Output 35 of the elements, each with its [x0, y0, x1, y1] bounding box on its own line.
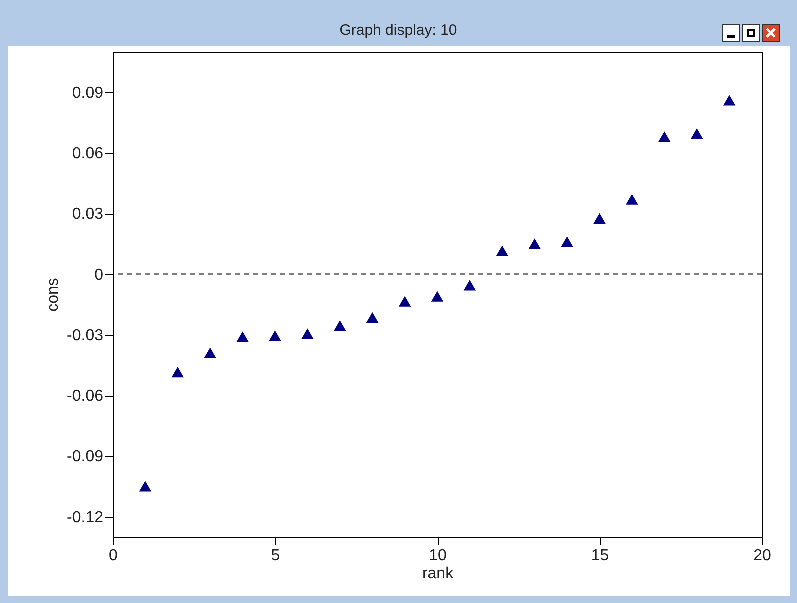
y-tick-label: 0.06: [72, 146, 104, 163]
x-tick-label: 20: [754, 548, 772, 564]
point: [626, 194, 638, 205]
x-axis-title: rank: [422, 566, 455, 582]
point: [172, 367, 184, 378]
point: [561, 236, 574, 248]
y-tick-label: 0.03: [72, 206, 104, 224]
point: [398, 296, 412, 307]
point: [496, 246, 509, 256]
point: [204, 348, 216, 358]
y-tick-label: -0.12: [67, 509, 104, 526]
chart-title: Graph display: 10: [338, 22, 458, 39]
x-tick-label: 5: [271, 548, 280, 564]
y-tick-label: -0.03: [67, 327, 104, 344]
point: [431, 291, 444, 302]
point: [334, 320, 346, 332]
x-tick-label: 10: [429, 548, 447, 564]
point: [366, 312, 379, 324]
point: [464, 280, 476, 291]
point: [269, 330, 282, 342]
point: [690, 128, 704, 140]
y-tick-label: -0.06: [67, 388, 104, 406]
y-tick-label: -0.09: [67, 448, 104, 466]
y-axis-title: cons: [45, 278, 62, 312]
y-tick-label: 0: [94, 266, 104, 284]
point: [528, 238, 541, 250]
x-tick-label: 15: [591, 548, 610, 564]
point: [594, 213, 606, 224]
point: [658, 132, 671, 142]
point: [139, 481, 152, 492]
point: [302, 328, 314, 340]
point: [723, 95, 736, 106]
x-tick-label: 0: [109, 548, 118, 564]
y-tick-label: 0.09: [72, 84, 104, 102]
point: [236, 332, 249, 342]
